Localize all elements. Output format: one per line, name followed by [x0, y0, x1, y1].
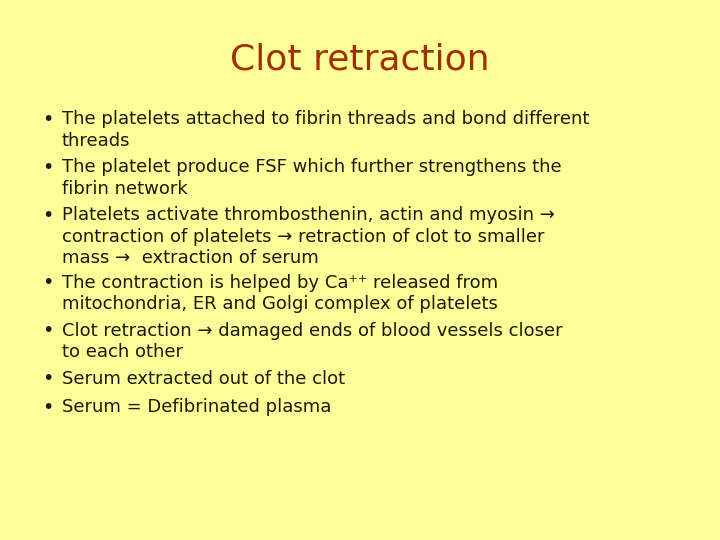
- Text: •: •: [42, 398, 53, 417]
- Text: Serum = Defibrinated plasma: Serum = Defibrinated plasma: [62, 398, 331, 416]
- Text: •: •: [42, 273, 53, 293]
- Text: •: •: [42, 369, 53, 388]
- Text: •: •: [42, 110, 53, 129]
- Text: The platelets attached to fibrin threads and bond different
threads: The platelets attached to fibrin threads…: [62, 110, 590, 150]
- Text: •: •: [42, 206, 53, 225]
- Text: Serum extracted out of the clot: Serum extracted out of the clot: [62, 369, 345, 388]
- Text: •: •: [42, 321, 53, 341]
- Text: •: •: [42, 158, 53, 177]
- Text: The contraction is helped by Ca⁺⁺ released from
mitochondria, ER and Golgi compl: The contraction is helped by Ca⁺⁺ releas…: [62, 273, 498, 313]
- Text: Clot retraction: Clot retraction: [230, 42, 490, 76]
- Text: Clot retraction → damaged ends of blood vessels closer
to each other: Clot retraction → damaged ends of blood …: [62, 321, 562, 361]
- Text: Platelets activate thrombosthenin, actin and myosin →
contraction of platelets →: Platelets activate thrombosthenin, actin…: [62, 206, 555, 267]
- Text: The platelet produce FSF which further strengthens the
fibrin network: The platelet produce FSF which further s…: [62, 158, 562, 198]
